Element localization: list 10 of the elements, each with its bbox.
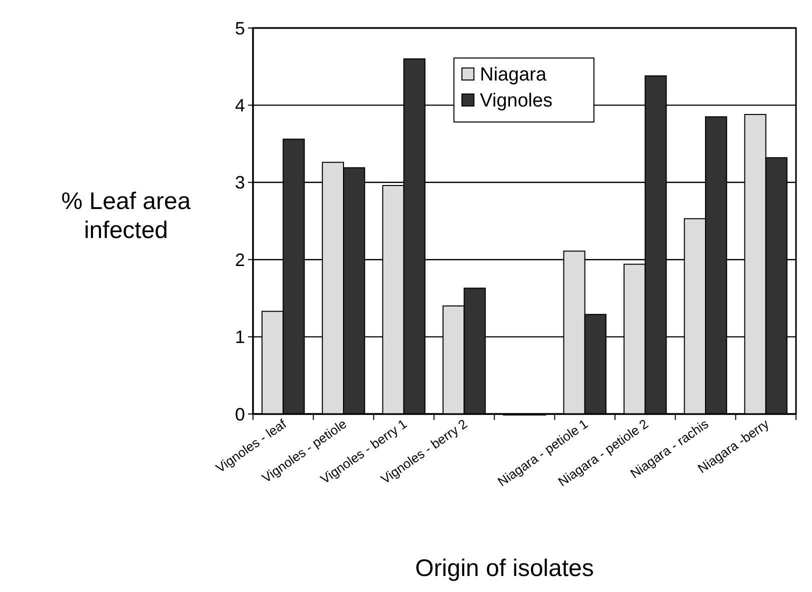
y-tick-label: 4	[234, 96, 245, 116]
y-tick-label: 3	[234, 172, 245, 193]
y-tick-label: 5	[234, 18, 245, 38]
legend-label: Vignoles	[480, 90, 552, 112]
y-tick-label: 1	[234, 327, 245, 348]
y-tick-label: 2	[234, 250, 245, 270]
y-tick-label: 0	[234, 404, 245, 424]
y-axis-title: % Leaf area infected	[61, 188, 192, 244]
legend-label: Niagara	[480, 64, 547, 86]
x-axis-title: Origin of isolates	[415, 555, 594, 582]
